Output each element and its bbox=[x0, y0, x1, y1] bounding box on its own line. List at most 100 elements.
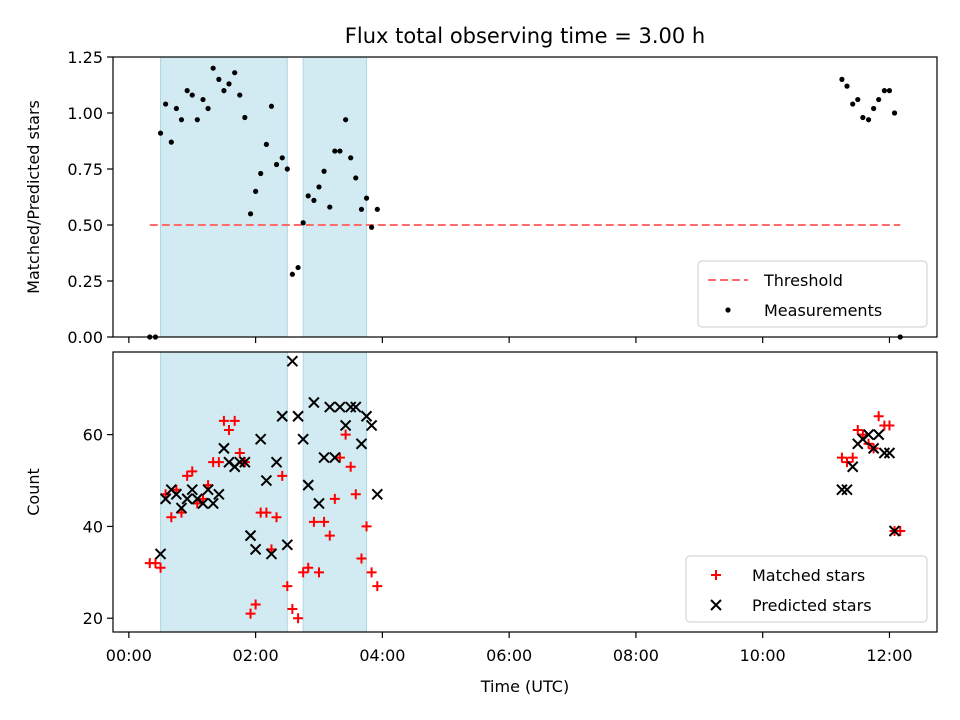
legend-label: Predicted stars bbox=[752, 596, 872, 615]
x-axis-label: Time (UTC) bbox=[480, 677, 569, 696]
predicted-star-point bbox=[197, 497, 209, 510]
legend-box bbox=[685, 555, 928, 623]
ratio-panel: 0.00 0.25 0.50 0.75 1.00 1.25 Matched/Predicte… bbox=[24, 48, 938, 347]
predicted-star-point bbox=[213, 488, 225, 501]
legend: Threshold Measurements bbox=[697, 260, 928, 328]
matched-star-point bbox=[873, 411, 884, 422]
predicted-star-point bbox=[265, 548, 278, 560]
observing-band-0 bbox=[160, 56, 288, 338]
legend-label: Threshold bbox=[763, 271, 843, 290]
measurement-point bbox=[178, 117, 185, 123]
matched-star-point bbox=[319, 516, 330, 527]
legend-label: Matched stars bbox=[752, 566, 865, 585]
measurement-point bbox=[226, 81, 232, 87]
matched-star-point bbox=[356, 553, 367, 564]
observing-band-0 bbox=[160, 351, 288, 633]
matched-star-point bbox=[182, 470, 193, 481]
matched-star-point bbox=[298, 567, 309, 578]
measurement-point bbox=[839, 76, 845, 82]
matched-star-point bbox=[836, 452, 847, 463]
measurement-point bbox=[374, 206, 380, 212]
predicted-star-point bbox=[862, 428, 875, 441]
matched-star-point bbox=[187, 466, 198, 477]
x-tick-label: 00:00 bbox=[106, 646, 152, 665]
axes-frame bbox=[112, 351, 938, 633]
measurement-point bbox=[279, 155, 285, 161]
measurement-point bbox=[232, 70, 238, 76]
matched-star-point bbox=[841, 457, 852, 468]
matched-star-point bbox=[277, 470, 288, 481]
matched-star-point bbox=[308, 516, 319, 527]
predicted-star-point bbox=[202, 483, 214, 496]
y-tick-label: 40 bbox=[83, 517, 103, 536]
predicted-star-point bbox=[239, 456, 251, 468]
predicted-star-point bbox=[292, 410, 304, 422]
measurement-point bbox=[289, 271, 295, 277]
chart-title: Flux total observing time = 3.00 h bbox=[345, 24, 705, 48]
measurement-point bbox=[263, 141, 269, 147]
measurement-point bbox=[316, 184, 322, 190]
matched-star-point bbox=[847, 452, 858, 463]
measurement-point bbox=[273, 161, 280, 168]
measurement-point bbox=[221, 88, 227, 94]
predicted-star-point bbox=[159, 493, 172, 505]
measurement-point bbox=[358, 206, 365, 212]
predicted-star-point bbox=[218, 442, 230, 455]
predicted-star-point bbox=[276, 410, 288, 422]
measurement-point bbox=[300, 220, 306, 226]
measurement-point bbox=[210, 65, 216, 71]
predicted-star-point bbox=[181, 493, 193, 505]
measurement-point bbox=[258, 170, 264, 177]
predicted-star-point bbox=[888, 525, 901, 537]
measurement-point bbox=[353, 175, 359, 181]
predicted-star-point bbox=[883, 447, 896, 459]
measurement-point bbox=[163, 101, 169, 107]
predicted-star-point bbox=[878, 447, 891, 459]
matched-star-point bbox=[314, 567, 324, 578]
matched-star-point bbox=[884, 420, 895, 431]
measurement-point bbox=[253, 188, 259, 194]
measurement-point bbox=[871, 105, 877, 112]
matched-star-point bbox=[303, 562, 314, 573]
predicted-star-point bbox=[867, 442, 880, 455]
measurement-point bbox=[850, 101, 856, 107]
predicted-star-point bbox=[234, 456, 246, 468]
x-tick-label: 06:00 bbox=[486, 646, 532, 665]
y-tick-label: 0.25 bbox=[67, 272, 103, 291]
predicted-star-point bbox=[329, 451, 341, 464]
measurement-point bbox=[237, 92, 243, 98]
x-tick-label: 04:00 bbox=[359, 646, 405, 665]
predicted-star-point bbox=[344, 401, 357, 413]
matched-star-point bbox=[229, 415, 240, 426]
predicted-star-point bbox=[260, 474, 273, 487]
predicted-star-point bbox=[318, 451, 330, 464]
count-panel: 20 40 60 00:00 02:00 04:00 06:00 08:00 10:00 12:0… bbox=[24, 351, 938, 696]
predicted-star-point bbox=[836, 483, 848, 496]
predicted-star-point bbox=[281, 539, 294, 551]
x-tick-label: 10:00 bbox=[740, 646, 786, 665]
y-tick-label: 1.25 bbox=[67, 48, 103, 67]
measurement-point bbox=[295, 264, 301, 271]
measurement-point bbox=[173, 105, 179, 112]
measurement-point bbox=[369, 224, 375, 230]
predicted-star-point bbox=[249, 543, 262, 556]
predicted-star-point bbox=[846, 461, 859, 473]
predicted-star-point bbox=[350, 401, 362, 413]
matched-star-point bbox=[372, 581, 383, 592]
matched-star-point bbox=[234, 447, 245, 458]
matched-star-point bbox=[329, 493, 340, 504]
measurement-point bbox=[891, 110, 898, 116]
matched-star-point bbox=[271, 512, 282, 523]
axes-frame bbox=[112, 56, 938, 338]
measurement-point bbox=[247, 211, 254, 217]
measurement-point bbox=[311, 197, 317, 203]
measurement-point bbox=[327, 204, 333, 210]
matched-star-point bbox=[287, 604, 298, 615]
y-tick-label: 0.50 bbox=[67, 216, 103, 235]
matched-star-point bbox=[261, 507, 272, 518]
predicted-star-point bbox=[308, 396, 320, 409]
predicted-star-point bbox=[360, 410, 373, 422]
predicted-star-point bbox=[170, 488, 183, 501]
measurement-point bbox=[284, 166, 290, 172]
